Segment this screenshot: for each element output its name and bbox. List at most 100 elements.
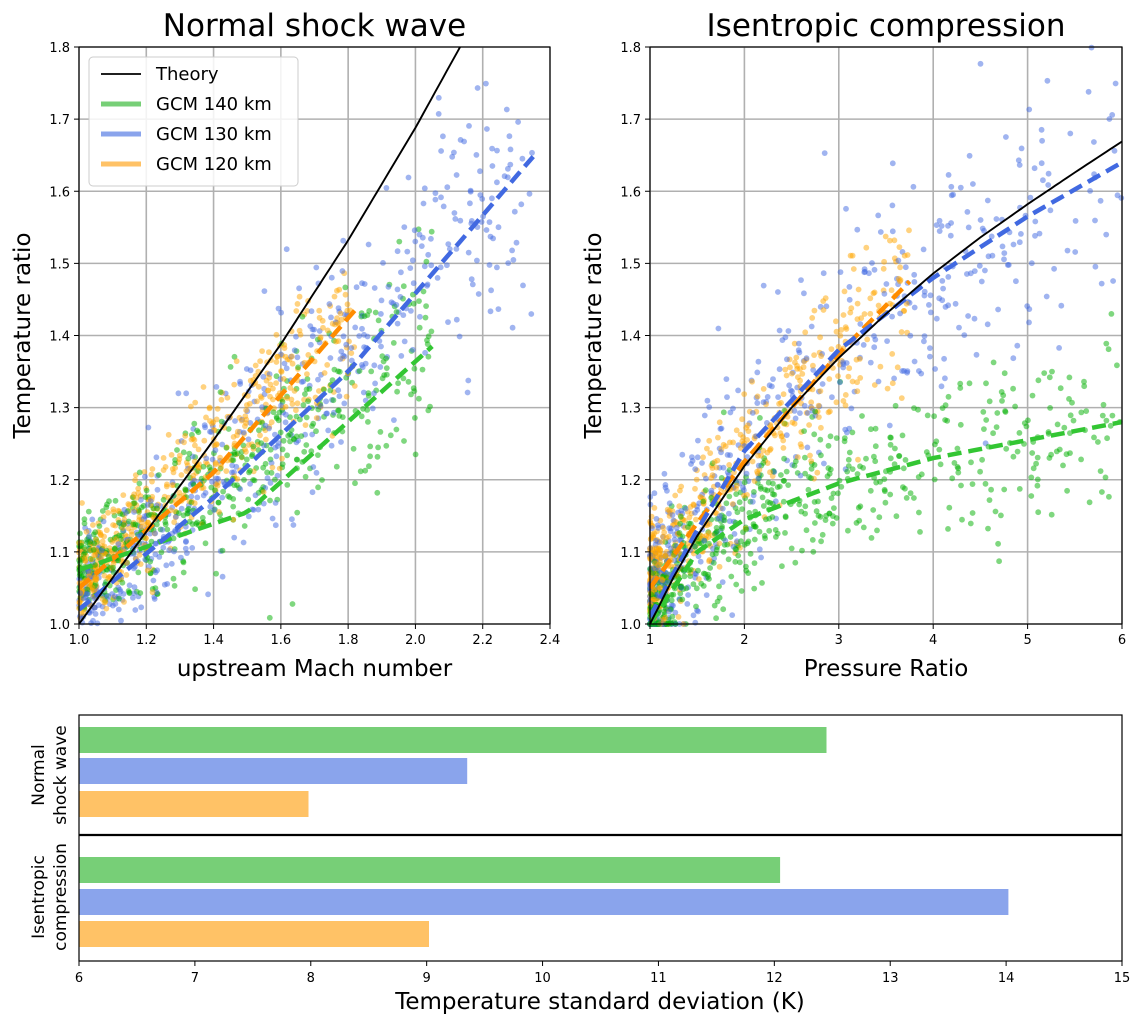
scatter-point — [882, 488, 888, 495]
scatter-point — [732, 558, 739, 565]
scatter-point — [279, 461, 286, 467]
scatter-point — [398, 269, 404, 276]
scatter-point — [331, 366, 338, 373]
scatter-point — [764, 420, 770, 426]
scatter-point — [803, 527, 810, 534]
scatter-point — [183, 468, 190, 474]
scatter-point — [757, 415, 763, 421]
scatter-point — [663, 534, 670, 541]
scatter-point — [137, 590, 144, 596]
scatter-point — [132, 607, 139, 613]
scatter-point — [438, 148, 444, 154]
scatter-point — [756, 546, 763, 553]
scatter-point — [875, 212, 882, 219]
legend-box — [88, 56, 299, 187]
scatter-point — [529, 149, 535, 156]
scatter-point — [701, 537, 708, 544]
scatter-point — [716, 583, 722, 590]
scatter-point — [896, 453, 902, 459]
scatter-point — [1029, 392, 1036, 399]
scatter-point — [1066, 396, 1072, 402]
scatter-point — [80, 595, 87, 602]
scatter-point — [993, 216, 1000, 222]
scatter-point — [282, 419, 289, 426]
scatter-point — [302, 422, 309, 428]
scatter-point — [797, 472, 804, 479]
scatter-point — [806, 422, 812, 428]
scatter-point — [1001, 250, 1008, 256]
scatter-point — [749, 410, 756, 416]
scatter-point — [860, 524, 867, 531]
scatter-point — [100, 514, 107, 520]
scatter-point — [422, 349, 428, 356]
scatter-point — [1044, 77, 1051, 84]
scatter-point — [702, 487, 709, 494]
scatter-point — [998, 512, 1004, 519]
scatter-point — [131, 509, 137, 515]
scatter-point — [1061, 424, 1068, 431]
scatter-point — [445, 319, 451, 325]
scatter-point — [383, 442, 390, 449]
scatter-point — [785, 328, 792, 334]
fit-lines — [79, 47, 535, 624]
scatter-point — [383, 185, 390, 191]
scatter-point — [1047, 405, 1053, 411]
scatter-point — [519, 155, 526, 162]
scatter-point — [1056, 345, 1062, 351]
scatter-point — [247, 377, 254, 384]
scatter-point — [703, 592, 710, 598]
scatter-point — [765, 479, 772, 486]
scatter-point — [875, 378, 882, 385]
scatter-point — [202, 490, 209, 496]
scatter-point — [313, 469, 320, 476]
scatter-point — [212, 460, 219, 466]
legend-label-theory: Theory — [155, 64, 219, 85]
scatter-point — [729, 501, 736, 507]
scatter-point — [336, 393, 343, 400]
scatter-point — [902, 485, 908, 492]
scatter-point — [90, 522, 96, 528]
scatter-point — [158, 549, 165, 556]
scatter-point — [872, 458, 879, 465]
scatter-point — [337, 310, 344, 317]
scatter-point — [260, 373, 267, 380]
scatter-point — [466, 123, 472, 129]
scatter-point — [385, 283, 392, 290]
scatter-point — [811, 307, 818, 314]
scatter-point — [143, 487, 150, 494]
scatter-point — [154, 505, 160, 512]
scatter-point — [146, 512, 152, 518]
scatter-point — [785, 482, 792, 488]
scatter-point — [1001, 486, 1008, 493]
scatter-point — [1035, 509, 1042, 516]
y-tick-label: 1.1 — [620, 546, 641, 561]
scatter-point — [812, 408, 818, 415]
scatter-point — [342, 284, 349, 291]
group-label: shock wave — [51, 725, 71, 824]
scatter-point — [428, 328, 435, 335]
scatter-point — [965, 224, 972, 231]
scatter-point — [136, 469, 143, 476]
scatter-point — [833, 318, 839, 325]
scatter-point — [278, 402, 284, 409]
scatter-point — [690, 612, 697, 619]
scatter-point — [1110, 278, 1116, 284]
fit-lines — [650, 140, 1122, 624]
scatter-point — [775, 289, 781, 295]
scatter-point — [1035, 377, 1042, 384]
scatter-point — [321, 370, 328, 376]
scatter-point — [1046, 455, 1053, 461]
scatter-point — [365, 241, 372, 248]
scatter-point — [951, 460, 958, 466]
scatter-point — [681, 573, 688, 580]
scatter-point — [192, 442, 198, 449]
plot-frame — [78, 714, 1123, 962]
scatter-point — [889, 351, 896, 357]
scatter-point — [105, 509, 111, 516]
panel-isentropic: 1 2 3 4 5 6 1.0 1.1 1.2 1.3 1.4 1.5 1.6 1.7 1.8 Isentr… — [581, 8, 1126, 682]
scatter-point — [200, 384, 207, 390]
scatter-point — [191, 477, 198, 484]
scatter-point — [843, 326, 850, 332]
scatter-point — [265, 387, 272, 394]
scatter-point — [945, 526, 951, 532]
